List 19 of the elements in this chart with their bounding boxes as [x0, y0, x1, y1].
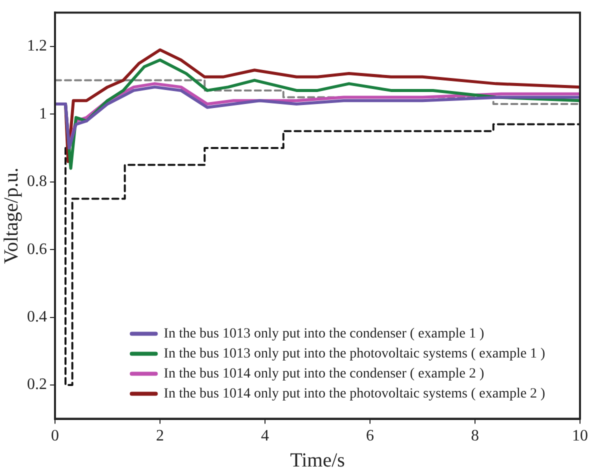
- y-axis-title: Voltage/p.u.: [0, 168, 22, 264]
- y-tick-label: 1.2: [27, 38, 47, 55]
- legend-label: In the bus 1014 only put into the condenser ( example 2 ): [164, 366, 484, 382]
- x-axis-title: Time/s: [290, 449, 346, 472]
- legend-label: In the bus 1014 only put into the photovoltaic systems ( example 2 ): [164, 386, 546, 402]
- x-tick-label: 6: [366, 428, 374, 445]
- y-tick-label: 1: [39, 105, 47, 122]
- x-tick-label: 10: [572, 428, 588, 445]
- legend-label: In the bus 1013 only put into the photovoltaic systems ( example 1 ): [164, 346, 546, 362]
- y-tick-label: 0.2: [27, 376, 47, 394]
- line-series: [64, 123, 580, 386]
- x-tick-label: 4: [261, 428, 269, 445]
- y-tick-label: 0.6: [27, 240, 47, 258]
- y-tick-label: 0.4: [27, 308, 47, 326]
- legend-label: In the bus 1013 only put into the condenser ( example 1 ): [164, 326, 484, 342]
- x-tick-label: 2: [156, 428, 164, 445]
- y-tick-label: 0.8: [27, 173, 47, 190]
- x-tick-label: 0: [51, 428, 59, 445]
- x-tick-label: 8: [471, 428, 479, 445]
